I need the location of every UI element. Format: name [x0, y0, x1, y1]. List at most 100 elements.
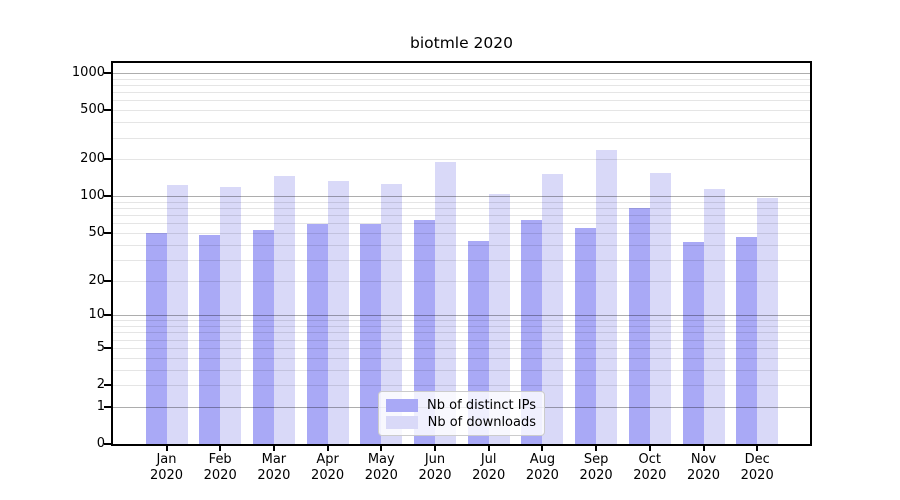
gridline-minor-20 [113, 280, 810, 282]
y-tick-mark-500 [104, 109, 111, 112]
gridline-minor-6 [113, 339, 810, 341]
gridline-minor-70 [113, 215, 810, 217]
gridline-minor-5 [113, 347, 810, 349]
x-tick-label-may: May 2020 [364, 452, 398, 483]
x-tick-label-aug: Aug 2020 [525, 452, 559, 483]
bar-downloads-jan [166, 185, 188, 444]
y-tick-label-20: 20 [88, 272, 105, 288]
y-tick-label-200: 200 [80, 151, 105, 167]
gridline-minor-500 [113, 110, 810, 112]
x-tick-label-oct: Oct 2020 [633, 452, 667, 483]
y-tick-label-2: 2 [96, 377, 105, 392]
bar-distinct-ips-sep [575, 227, 597, 444]
x-tick-label-apr: Apr 2020 [311, 452, 345, 483]
x-tick-mark-sep [595, 445, 598, 451]
gridline-minor-90 [113, 201, 810, 203]
y-tick-label-100: 100 [80, 188, 105, 204]
gridline-minor-800 [113, 85, 810, 86]
gridline-minor-600 [113, 100, 810, 102]
bar-downloads-mar [273, 176, 295, 444]
bar-downloads-feb [220, 186, 242, 444]
y-tick-mark-0 [104, 443, 111, 445]
plot-area [111, 61, 812, 446]
bar-distinct-ips-dec [736, 237, 758, 444]
gridline-minor-60 [113, 223, 810, 225]
y-tick-label-10: 10 [88, 307, 105, 323]
y-tick-mark-5 [104, 346, 111, 349]
y-tick-label-1000: 1000 [71, 65, 105, 80]
gridline-minor-40 [113, 244, 810, 246]
x-tick-mark-jan [165, 445, 168, 451]
x-tick-label-jun: Jun 2020 [418, 452, 452, 483]
bar-distinct-ips-jan [145, 232, 167, 444]
y-tick-label-1: 1 [96, 398, 105, 414]
bars-layer [113, 63, 810, 444]
bar-downloads-dec [757, 197, 779, 444]
bar-downloads-oct [649, 172, 671, 444]
x-tick-mark-apr [326, 445, 329, 451]
x-tick-label-nov: Nov 2020 [686, 452, 721, 483]
x-tick-label-jan: Jan 2020 [149, 452, 184, 483]
grid-layer [113, 63, 810, 444]
gridline-minor-700 [113, 92, 810, 94]
y-tick-mark-10 [104, 314, 111, 317]
bar-distinct-ips-mar [252, 229, 274, 444]
bar-distinct-ips-feb [199, 235, 221, 444]
gridline-minor-200 [113, 159, 810, 161]
chart-title: biotmle 2020 [409, 34, 514, 52]
x-tick-label-dec: Dec 2020 [740, 452, 774, 483]
legend-label-distinct-ips: Nb of distinct IPs [427, 398, 536, 413]
legend-item-distinct-ips: Nb of distinct IPs [386, 397, 536, 414]
x-tick-label-mar: Mar 2020 [257, 452, 291, 483]
gridline-minor-30 [113, 259, 810, 261]
y-tick-mark-200 [104, 158, 111, 161]
x-tick-mark-feb [219, 445, 222, 451]
gridline-minor-3 [113, 369, 810, 371]
gridline-minor-900 [113, 78, 810, 80]
y-tick-mark-100 [104, 195, 111, 198]
x-tick-mark-aug [541, 445, 544, 451]
x-tick-mark-mar [272, 445, 275, 451]
gridline-minor-9 [113, 320, 810, 322]
bar-downloads-aug [542, 173, 564, 444]
legend-swatch-distinct-ips [386, 399, 418, 412]
y-tick-mark-20 [104, 279, 111, 282]
legend-label-downloads: Nb of downloads [427, 415, 536, 430]
x-tick-mark-nov [702, 445, 705, 451]
gridline-minor-2 [113, 385, 810, 386]
gridline-minor-4 [113, 357, 810, 359]
gridline-major-10 [113, 315, 810, 317]
bar-downloads-nov [703, 189, 725, 444]
y-tick-mark-2 [104, 384, 111, 386]
y-tick-mark-50 [104, 231, 111, 234]
x-tick-mark-may [380, 445, 383, 451]
bar-downloads-apr [327, 181, 349, 444]
y-tick-label-500: 500 [80, 102, 105, 118]
legend-swatch-downloads [386, 416, 418, 429]
y-tick-label-50: 50 [88, 224, 105, 240]
y-tick-mark-1 [104, 405, 111, 408]
x-tick-label-sep: Sep 2020 [579, 452, 613, 483]
gridline-minor-8 [113, 326, 810, 327]
gridline-minor-7 [113, 332, 810, 334]
x-tick-mark-jun [434, 445, 436, 451]
gridline-major-1000 [113, 73, 810, 74]
x-tick-label-jul: Jul 2020 [472, 452, 506, 483]
gridline-major-100 [113, 196, 810, 198]
x-tick-mark-jul [487, 445, 490, 451]
x-tick-mark-oct [648, 445, 651, 451]
x-tick-label-feb: Feb 2020 [203, 452, 237, 483]
y-tick-label-5: 5 [96, 339, 105, 355]
gridline-minor-50 [113, 232, 810, 234]
bar-distinct-ips-nov [682, 242, 704, 444]
legend-item-downloads: Nb of downloads [386, 414, 536, 431]
legend: Nb of distinct IPs Nb of downloads [378, 391, 545, 436]
y-tick-mark-1000 [104, 72, 111, 74]
bar-distinct-ips-apr [306, 224, 328, 444]
gridline-minor-80 [113, 208, 810, 209]
gridline-minor-300 [113, 137, 810, 139]
y-tick-label-0: 0 [96, 436, 105, 451]
bar-distinct-ips-oct [628, 208, 650, 444]
x-tick-mark-dec [756, 445, 759, 451]
